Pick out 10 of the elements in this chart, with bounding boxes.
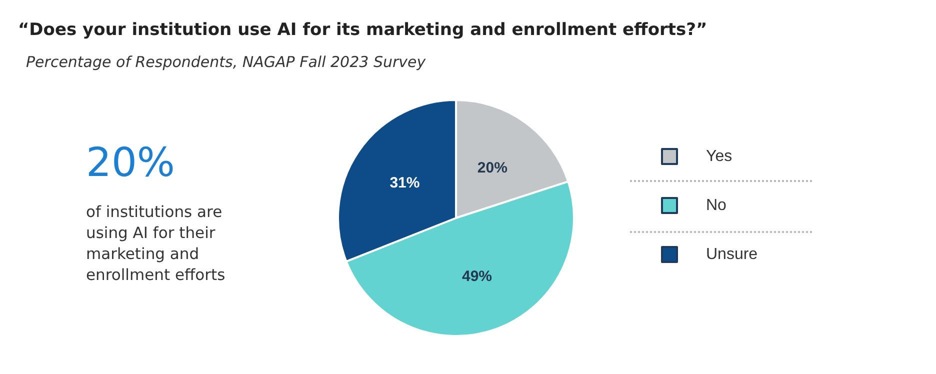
data-label: 31% bbox=[390, 174, 420, 192]
text: 20% bbox=[86, 140, 175, 186]
legend-label: Unsure bbox=[706, 246, 758, 263]
legend-label: No bbox=[706, 197, 727, 214]
chart-subtitle: Percentage of Respondents, NAGAP Fall 2023 Survey bbox=[26, 53, 426, 71]
chart-title: “Does your institution use AI for its marketing and enrollment efforts?” bbox=[18, 20, 708, 40]
data-label: 20% bbox=[477, 159, 508, 176]
text: of institutions are using AI for their marketing and enrollment efforts bbox=[86, 202, 226, 286]
legend-label: Yes bbox=[706, 148, 732, 165]
data-label: 49% bbox=[462, 268, 492, 285]
